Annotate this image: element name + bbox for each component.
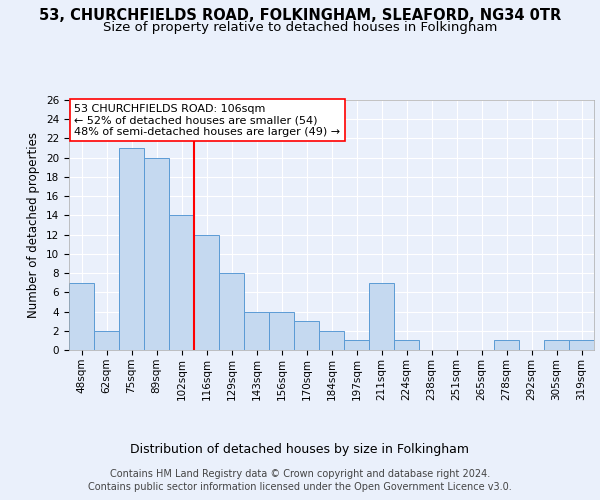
Bar	[294, 321, 319, 350]
Bar	[219, 273, 244, 350]
Bar	[344, 340, 369, 350]
Text: 53, CHURCHFIELDS ROAD, FOLKINGHAM, SLEAFORD, NG34 0TR: 53, CHURCHFIELDS ROAD, FOLKINGHAM, SLEAF…	[39, 8, 561, 22]
Bar	[69, 282, 94, 350]
Bar	[144, 158, 169, 350]
Bar	[244, 312, 269, 350]
Bar	[319, 331, 344, 350]
Text: 53 CHURCHFIELDS ROAD: 106sqm
← 52% of detached houses are smaller (54)
48% of se: 53 CHURCHFIELDS ROAD: 106sqm ← 52% of de…	[74, 104, 340, 137]
Text: Contains public sector information licensed under the Open Government Licence v3: Contains public sector information licen…	[88, 482, 512, 492]
Bar	[394, 340, 419, 350]
Bar	[94, 331, 119, 350]
Text: Size of property relative to detached houses in Folkingham: Size of property relative to detached ho…	[103, 21, 497, 34]
Text: Distribution of detached houses by size in Folkingham: Distribution of detached houses by size …	[131, 442, 470, 456]
Y-axis label: Number of detached properties: Number of detached properties	[28, 132, 40, 318]
Bar	[369, 282, 394, 350]
Bar	[119, 148, 144, 350]
Bar	[494, 340, 519, 350]
Bar	[269, 312, 294, 350]
Bar	[569, 340, 594, 350]
Bar	[194, 234, 219, 350]
Text: Contains HM Land Registry data © Crown copyright and database right 2024.: Contains HM Land Registry data © Crown c…	[110, 469, 490, 479]
Bar	[169, 216, 194, 350]
Bar	[544, 340, 569, 350]
